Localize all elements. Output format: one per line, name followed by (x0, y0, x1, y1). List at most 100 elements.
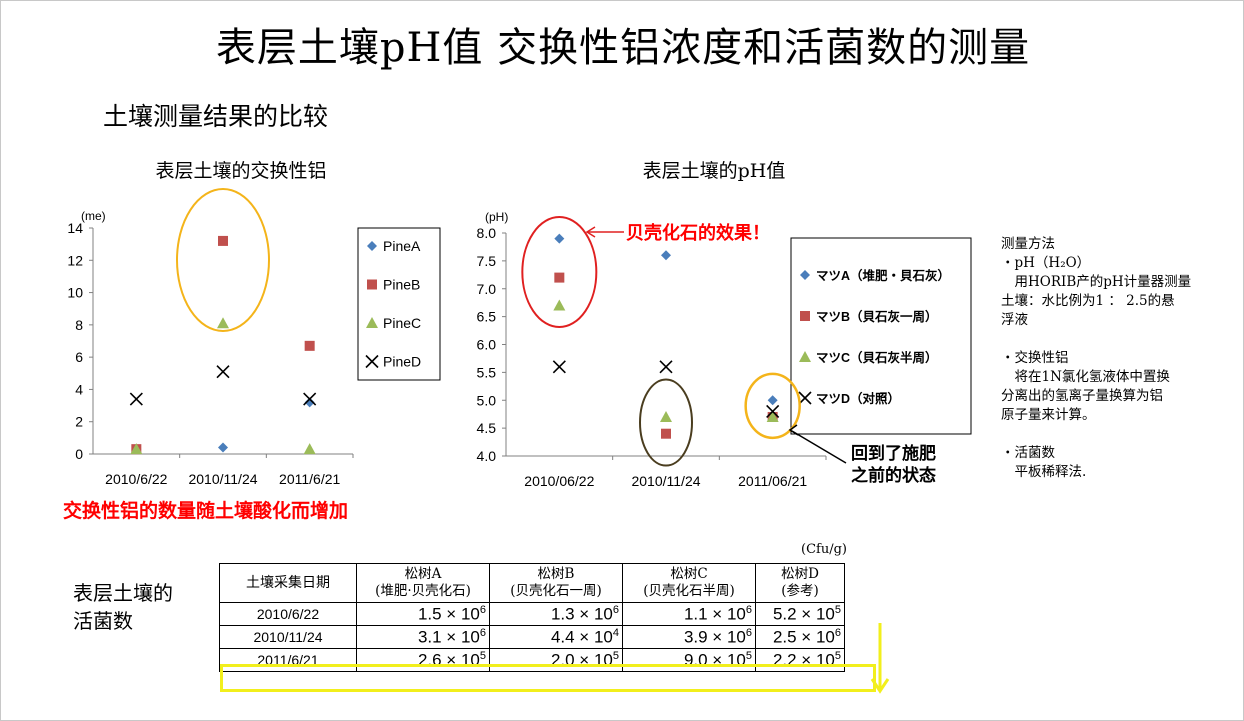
y-tick-label: 2 (75, 414, 83, 430)
return-annotation-line2: 之前的状态 (851, 465, 936, 485)
data-point (766, 404, 780, 418)
legend-label: マツD（对照） (816, 391, 900, 406)
measurement-method-notes: 测量方法 ・pH（H₂O） 用HORIB产的pH计量器测量 土壤：水比例为1 ： 2… (1001, 235, 1241, 482)
x-tick-label: 2010/06/22 (524, 473, 594, 489)
method-line: 平板稀释法. (1001, 464, 1087, 480)
y-tick-label: 0 (75, 446, 83, 462)
header-pine-c: 松树C (贝壳化石半周) (622, 563, 756, 603)
header-pine-a: 松树A (堆肥·贝壳化石) (356, 563, 490, 603)
method-line: 用HORIB产的pH计量器测量 (1001, 274, 1192, 290)
y-axis-label: (pH) (485, 210, 508, 224)
brown-oval (639, 378, 693, 467)
chart-title: 表层土壤的pH值 (643, 160, 786, 182)
yellow-oval (744, 372, 801, 440)
legend (790, 237, 972, 435)
y-tick-label: 12 (67, 252, 83, 268)
count-cell: 1.5 × 106 (356, 602, 490, 626)
count-cell: 5.2 × 105 (755, 602, 845, 626)
method-line: ・交换性铝 (1001, 350, 1069, 366)
highlight-oval (176, 188, 270, 332)
x-tick-label: 2010/11/24 (188, 471, 257, 487)
legend-marker (799, 351, 811, 362)
y-tick-label: 14 (67, 220, 83, 236)
legend-marker (366, 317, 378, 328)
method-line: 测量方法 (1001, 236, 1055, 252)
data-point (129, 392, 143, 406)
table-header-row: 土壤采集日期 松树A (堆肥·贝壳化石) 松树B (贝壳化石一周) 松树C (贝壳化石… (219, 563, 845, 603)
count-cell: 1.3 × 106 (489, 602, 623, 626)
x-tick-label: 2011/06/21 (738, 473, 807, 489)
x-tick-label: 2010/11/24 (631, 473, 700, 489)
legend-marker (800, 311, 810, 321)
unit-label: (Cfu/g) (801, 542, 847, 557)
y-tick-label: 5.5 (477, 364, 497, 380)
aluminium-chart: 表层土壤的交换性铝 0 2 4 6 8 10 12 14(me) 2010/6/22 2010/11… (63, 160, 441, 522)
data-point (553, 299, 566, 311)
y-tick-label: 6.5 (477, 309, 497, 325)
data-point (661, 250, 671, 261)
legend-label: PineB (383, 277, 420, 293)
data-point (661, 428, 671, 439)
y-tick-label: 8 (75, 317, 83, 333)
x-tick-label: 2011/6/21 (279, 471, 340, 487)
down-arrow-icon (870, 623, 890, 694)
bacteria-label-line2: 活菌数 (73, 609, 133, 633)
data-point (659, 360, 673, 374)
data-point (304, 397, 315, 408)
return-annotation-line1: 回到了施肥 (851, 443, 936, 463)
y-tick-label: 10 (67, 285, 83, 301)
chart-title: 表层土壤的交换性铝 (155, 160, 326, 182)
ph-chart: 表层土壤的pH值 4.0 4.5 5.0 5.5 6.0 6.5 7.0 7.5 8.0(pH) 2… (477, 160, 972, 489)
data-point (216, 365, 230, 379)
data-point (217, 317, 229, 329)
aluminium-annotation: 交换性铝的数量随土壤酸化而增加 (63, 499, 348, 522)
legend-marker (800, 270, 810, 280)
count-cell: 1.1 × 106 (622, 602, 756, 626)
data-point (303, 392, 317, 406)
date-cell: 2010/11/24 (219, 625, 357, 649)
header-date: 土壤采集日期 (219, 563, 357, 603)
data-point (218, 442, 228, 453)
legend-marker (367, 279, 377, 290)
spacer (1001, 425, 1241, 444)
y-tick-label: 8.0 (477, 225, 497, 241)
method-line: 将在1N氯化氢液体中置换 (1001, 369, 1170, 385)
y-tick-label: 6 (75, 349, 83, 365)
data-point (554, 233, 565, 244)
data-point (218, 235, 228, 246)
pointer-arrow-icon (791, 430, 847, 464)
table-row: 2010/11/24 3.1 × 106 4.4 × 104 3.9 × 106 2.5… (219, 625, 845, 649)
count-cell: 3.9 × 106 (622, 625, 756, 649)
data-point (303, 443, 316, 455)
method-line: 原子量来计算。 (1001, 407, 1096, 423)
x-tick-label: 2010/6/22 (105, 471, 167, 487)
legend-label: PineC (383, 315, 421, 331)
count-cell: 2.5 × 106 (755, 625, 845, 649)
y-tick-label: 6.0 (477, 337, 497, 353)
header-pine-b: 松树B (贝壳化石一周) (489, 563, 623, 603)
date-cell: 2010/6/22 (219, 602, 357, 626)
method-line: 土壤：水比例为1 ： 2.5的悬 (1001, 293, 1175, 309)
y-tick-label: 4.5 (477, 420, 497, 436)
y-tick-label: 4.0 (477, 448, 497, 464)
bacteria-label: 表层土壤的 活菌数 (73, 579, 173, 635)
y-tick-label: 4 (75, 381, 83, 397)
y-axis-label: (me) (81, 209, 106, 223)
legend-marker (367, 241, 377, 251)
method-line: ・活菌数 (1001, 445, 1055, 461)
legend-marker (365, 354, 379, 369)
header-pine-d: 松树D (参考) (755, 563, 845, 603)
data-point (767, 395, 778, 406)
y-tick-label: 5.0 (477, 392, 497, 408)
legend-label: マツB（貝石灰一周） (816, 309, 938, 324)
spacer (1001, 330, 1241, 349)
data-point (552, 360, 566, 374)
legend (357, 227, 441, 381)
count-cell: 3.1 × 106 (356, 625, 490, 649)
data-point (554, 272, 565, 283)
data-point (304, 340, 315, 351)
legend-label: マツA（堆肥・貝石灰） (816, 268, 950, 283)
legend-marker (798, 391, 812, 405)
highlight-row-frame (220, 664, 876, 692)
